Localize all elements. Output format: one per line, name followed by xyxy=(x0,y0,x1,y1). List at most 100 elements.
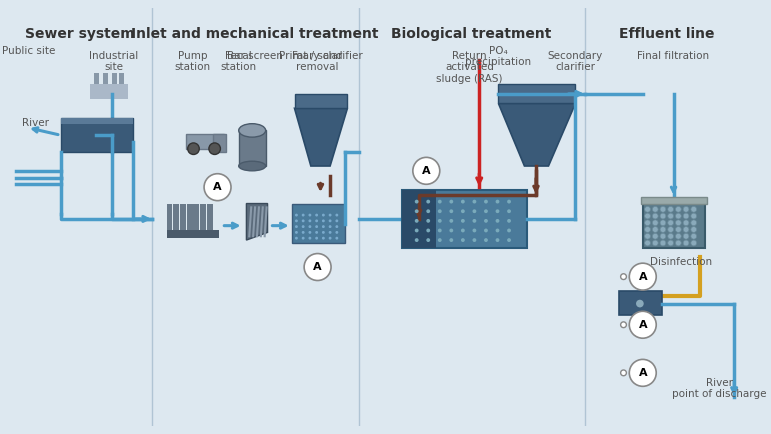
Text: Disinfection: Disinfection xyxy=(650,257,712,267)
Circle shape xyxy=(660,213,666,219)
Circle shape xyxy=(204,174,231,201)
Circle shape xyxy=(645,213,651,219)
Circle shape xyxy=(668,207,674,212)
Circle shape xyxy=(308,237,311,240)
Circle shape xyxy=(335,225,338,228)
Bar xyxy=(180,204,186,238)
Circle shape xyxy=(691,233,697,239)
Circle shape xyxy=(645,220,651,226)
Circle shape xyxy=(438,200,442,204)
Circle shape xyxy=(315,225,318,228)
Text: Secondary
clarifier: Secondary clarifier xyxy=(547,51,603,72)
Circle shape xyxy=(691,213,697,219)
Circle shape xyxy=(484,229,488,232)
Bar xyxy=(200,204,206,238)
Circle shape xyxy=(645,233,651,239)
Circle shape xyxy=(652,220,658,226)
Circle shape xyxy=(449,229,453,232)
Circle shape xyxy=(629,311,656,338)
Bar xyxy=(499,84,575,103)
Circle shape xyxy=(507,229,511,232)
Circle shape xyxy=(461,229,465,232)
Circle shape xyxy=(496,209,500,213)
Text: Industrial
site: Industrial site xyxy=(89,51,138,72)
Circle shape xyxy=(415,229,419,232)
Bar xyxy=(291,204,345,243)
Circle shape xyxy=(438,209,442,213)
Circle shape xyxy=(683,220,689,226)
Bar xyxy=(167,230,220,238)
Text: Bar screen: Bar screen xyxy=(227,51,283,61)
Circle shape xyxy=(328,225,332,228)
Circle shape xyxy=(322,231,325,234)
Circle shape xyxy=(668,227,674,232)
Circle shape xyxy=(209,143,221,155)
Circle shape xyxy=(295,237,298,240)
Circle shape xyxy=(328,220,332,222)
Circle shape xyxy=(652,227,658,232)
Circle shape xyxy=(645,240,651,246)
Circle shape xyxy=(308,220,311,222)
Text: A: A xyxy=(313,262,322,272)
Ellipse shape xyxy=(239,161,266,171)
Text: A: A xyxy=(638,272,647,282)
Bar xyxy=(103,73,108,84)
Text: Effluent line: Effluent line xyxy=(619,26,715,40)
Circle shape xyxy=(484,219,488,223)
Bar xyxy=(402,190,527,248)
Polygon shape xyxy=(247,204,268,240)
Circle shape xyxy=(335,214,338,217)
Circle shape xyxy=(449,209,453,213)
Text: Primary clarifier: Primary clarifier xyxy=(278,51,362,61)
Circle shape xyxy=(683,240,689,246)
Ellipse shape xyxy=(239,124,266,137)
Bar xyxy=(61,118,133,124)
Bar xyxy=(213,134,226,151)
Circle shape xyxy=(636,300,644,307)
Circle shape xyxy=(461,200,465,204)
Circle shape xyxy=(675,213,682,219)
Circle shape xyxy=(295,225,298,228)
Bar xyxy=(402,190,436,248)
Circle shape xyxy=(426,219,430,223)
Circle shape xyxy=(295,231,298,234)
Bar xyxy=(94,73,99,84)
Circle shape xyxy=(675,240,682,246)
Circle shape xyxy=(660,220,666,226)
Circle shape xyxy=(691,227,697,232)
Circle shape xyxy=(301,225,305,228)
Circle shape xyxy=(426,209,430,213)
Circle shape xyxy=(301,214,305,217)
Circle shape xyxy=(301,231,305,234)
Circle shape xyxy=(315,220,318,222)
Circle shape xyxy=(335,220,338,222)
Circle shape xyxy=(675,227,682,232)
Circle shape xyxy=(322,214,325,217)
Text: Public site: Public site xyxy=(2,46,56,56)
Bar xyxy=(112,73,116,84)
Circle shape xyxy=(412,158,439,184)
Circle shape xyxy=(315,214,318,217)
Bar xyxy=(61,118,133,151)
Circle shape xyxy=(304,253,331,280)
Circle shape xyxy=(683,233,689,239)
Bar xyxy=(173,204,179,238)
Circle shape xyxy=(668,220,674,226)
Circle shape xyxy=(660,207,666,212)
Circle shape xyxy=(484,200,488,204)
Circle shape xyxy=(308,225,311,228)
Text: Fat / sand
removal: Fat / sand removal xyxy=(292,51,343,72)
Circle shape xyxy=(683,213,689,219)
Bar xyxy=(120,73,124,84)
Circle shape xyxy=(449,219,453,223)
Circle shape xyxy=(438,229,442,232)
Circle shape xyxy=(507,209,511,213)
Circle shape xyxy=(473,229,476,232)
Text: Final filtration: Final filtration xyxy=(638,51,709,61)
Circle shape xyxy=(691,240,697,246)
Circle shape xyxy=(335,237,338,240)
Circle shape xyxy=(660,227,666,232)
Bar xyxy=(295,94,348,108)
Circle shape xyxy=(295,214,298,217)
Text: A: A xyxy=(422,166,431,176)
